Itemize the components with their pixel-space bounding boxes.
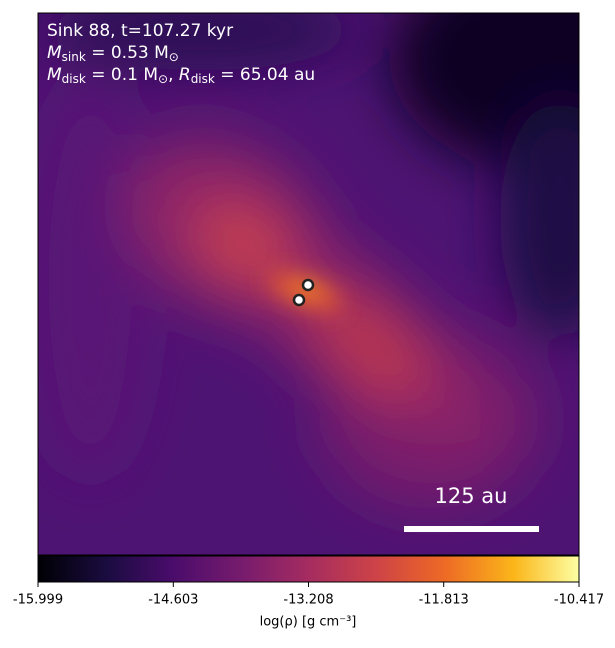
sink <box>301 278 315 292</box>
colorbar-tick-label: -11.813 <box>419 593 469 608</box>
annotation: Msink = 0.53 M⊙ <box>47 43 179 64</box>
subscript: sink <box>62 50 86 64</box>
sink <box>292 293 306 307</box>
colorbar-tick-label: -15.999 <box>13 593 63 608</box>
subscript: disk <box>191 72 215 86</box>
subscript: ⊙ <box>169 50 179 64</box>
annotation: Mdisk = 0.1 M⊙, Rdisk = 65.04 au <box>47 65 315 86</box>
symbol: R <box>179 65 191 85</box>
colorbar <box>37 555 580 583</box>
text: , <box>168 65 179 85</box>
colorbar-tick-label: -10.417 <box>554 593 604 608</box>
symbol: M <box>47 65 62 85</box>
text: = 0.53 M <box>86 43 169 63</box>
frame <box>37 12 580 556</box>
scale-bar-label: 125 au <box>435 484 508 508</box>
subscript: ⊙ <box>158 72 168 86</box>
colorbar-tick-label: -13.208 <box>283 593 333 608</box>
text: = 65.04 au <box>215 65 315 85</box>
text: = 0.1 M <box>86 65 158 85</box>
density-map: 125 au Sink 88, t=107.27 kyr Msink = 0.5… <box>38 13 579 555</box>
colorbar-tick-label: -14.603 <box>148 593 198 608</box>
subscript: disk <box>62 72 86 86</box>
colorbar-label: log(ρ) [g cm⁻³] <box>260 615 357 630</box>
annotation: Sink 88, t=107.27 kyr <box>47 21 233 41</box>
symbol: M <box>47 43 62 63</box>
